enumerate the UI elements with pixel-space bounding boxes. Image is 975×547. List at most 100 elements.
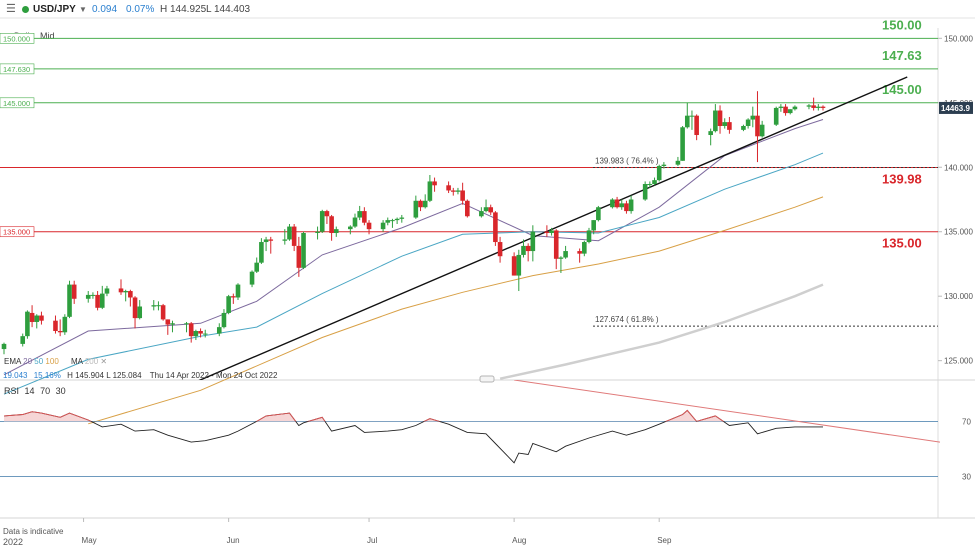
candle-body (123, 291, 128, 293)
candle-body (352, 217, 358, 227)
candle-body (741, 125, 746, 130)
candle-body (62, 316, 68, 333)
candle-body (357, 211, 362, 218)
candle-body (717, 110, 723, 126)
candle-body (128, 291, 133, 298)
candle-body (118, 288, 124, 293)
candle-body (497, 242, 503, 257)
candle-body (511, 256, 517, 276)
candle-body (333, 229, 339, 234)
candle-body (783, 106, 788, 114)
trendline (198, 76, 908, 380)
level-axis-tag-box (0, 97, 35, 109)
rsi-label: RSI (4, 386, 20, 396)
candle-body (811, 105, 816, 108)
candle-body (530, 231, 536, 252)
level-label: 145.00 (882, 82, 922, 97)
candle-body (432, 181, 437, 186)
candle-body (820, 106, 826, 108)
candle-body (287, 226, 292, 240)
candle-body (132, 297, 138, 319)
candle-body (418, 200, 423, 208)
candle-body (348, 226, 353, 230)
level-axis-tag: 150.000 (3, 34, 30, 43)
date-range: Thu 14 Apr 2022 - Mon 24 Oct 2022 (149, 371, 278, 380)
candle-body (460, 190, 465, 201)
candle-body (727, 122, 732, 130)
symbol-label[interactable]: USD/JPY (33, 4, 76, 15)
range-high-low: H 145.904 L 125.084 (67, 371, 142, 380)
candle-body (385, 220, 391, 223)
candle-body (652, 180, 657, 185)
candle-body (235, 284, 241, 298)
candle-body (816, 106, 821, 108)
ema-period-50: 50 (34, 357, 44, 366)
y-tick-label: 125.000 (944, 357, 973, 366)
candle-body (399, 217, 405, 219)
rsi-line-overbought (3, 409, 725, 422)
candle-body (563, 251, 568, 258)
candle-body (759, 124, 765, 137)
ma-line-200 (499, 283, 824, 380)
candle-body (722, 122, 728, 126)
candle-body (628, 199, 634, 212)
candle-body (689, 115, 695, 117)
candle-body (282, 239, 288, 241)
hamburger-icon[interactable]: ☰ (6, 3, 16, 15)
candle-body (647, 184, 653, 186)
close-icon[interactable]: ✕ (100, 357, 108, 366)
fib-level-label: 139.983 ( 76.4% ) (595, 156, 659, 165)
pane-resize-handle[interactable] (479, 375, 495, 383)
candle-body (291, 226, 297, 246)
candle-body (67, 284, 72, 317)
candle-body (268, 239, 274, 241)
candle-body (483, 207, 489, 212)
candle-body (263, 239, 269, 243)
chevron-down-icon[interactable]: ▼ (79, 5, 87, 14)
candle-body (488, 207, 494, 213)
candle-body (137, 306, 143, 319)
candle-body (465, 200, 470, 217)
candle-body (684, 115, 690, 128)
level-axis-tag-box (0, 63, 35, 75)
candle-body (516, 254, 522, 276)
price-type-button[interactable]: Mid (40, 31, 55, 41)
ema-stat-2: 15.16% (33, 371, 61, 380)
candle-body (413, 200, 419, 218)
rsi-axis-label: 70 (962, 417, 971, 426)
candle-body (99, 293, 105, 308)
candle-body (95, 294, 100, 308)
level-label: 139.98 (882, 172, 922, 187)
candle-body (156, 305, 161, 307)
candle-body (596, 207, 601, 221)
candle-body (170, 323, 175, 325)
stats-legend: 19.043 15.16% H 145.904 L 125.084 Thu 14… (3, 371, 277, 380)
level-axis-tag-box (0, 226, 35, 238)
rsi-legend[interactable]: RSI 14 70 30 (4, 386, 66, 396)
candle-body (614, 199, 620, 208)
candle-body (680, 127, 685, 161)
candle-body (553, 230, 559, 259)
candle-body (713, 110, 718, 132)
y-tick-label: 150.000 (944, 34, 973, 43)
candle-body (549, 230, 554, 234)
candle-body (296, 245, 302, 268)
candle-body (221, 312, 227, 328)
rsi-overbought-area (4, 410, 823, 422)
candle-body (57, 331, 63, 333)
candle-body (493, 212, 498, 243)
rsi-param-period: 14 (24, 386, 35, 396)
candle-body (577, 251, 582, 254)
candle-body (315, 231, 320, 234)
candle-body (582, 242, 587, 254)
candle-body (694, 115, 699, 136)
x-tick-label: Aug (512, 536, 526, 545)
fib-level-label: 127.674 ( 61.8% ) (595, 315, 659, 324)
ema-legend[interactable]: EMA 20 50 100 MA 200 ✕ (4, 357, 107, 366)
candle-body (25, 311, 30, 337)
candle-body (85, 294, 91, 299)
candle-body (745, 119, 751, 126)
level-label: 147.63 (882, 48, 922, 63)
x-tick-label: Sep (657, 536, 672, 545)
